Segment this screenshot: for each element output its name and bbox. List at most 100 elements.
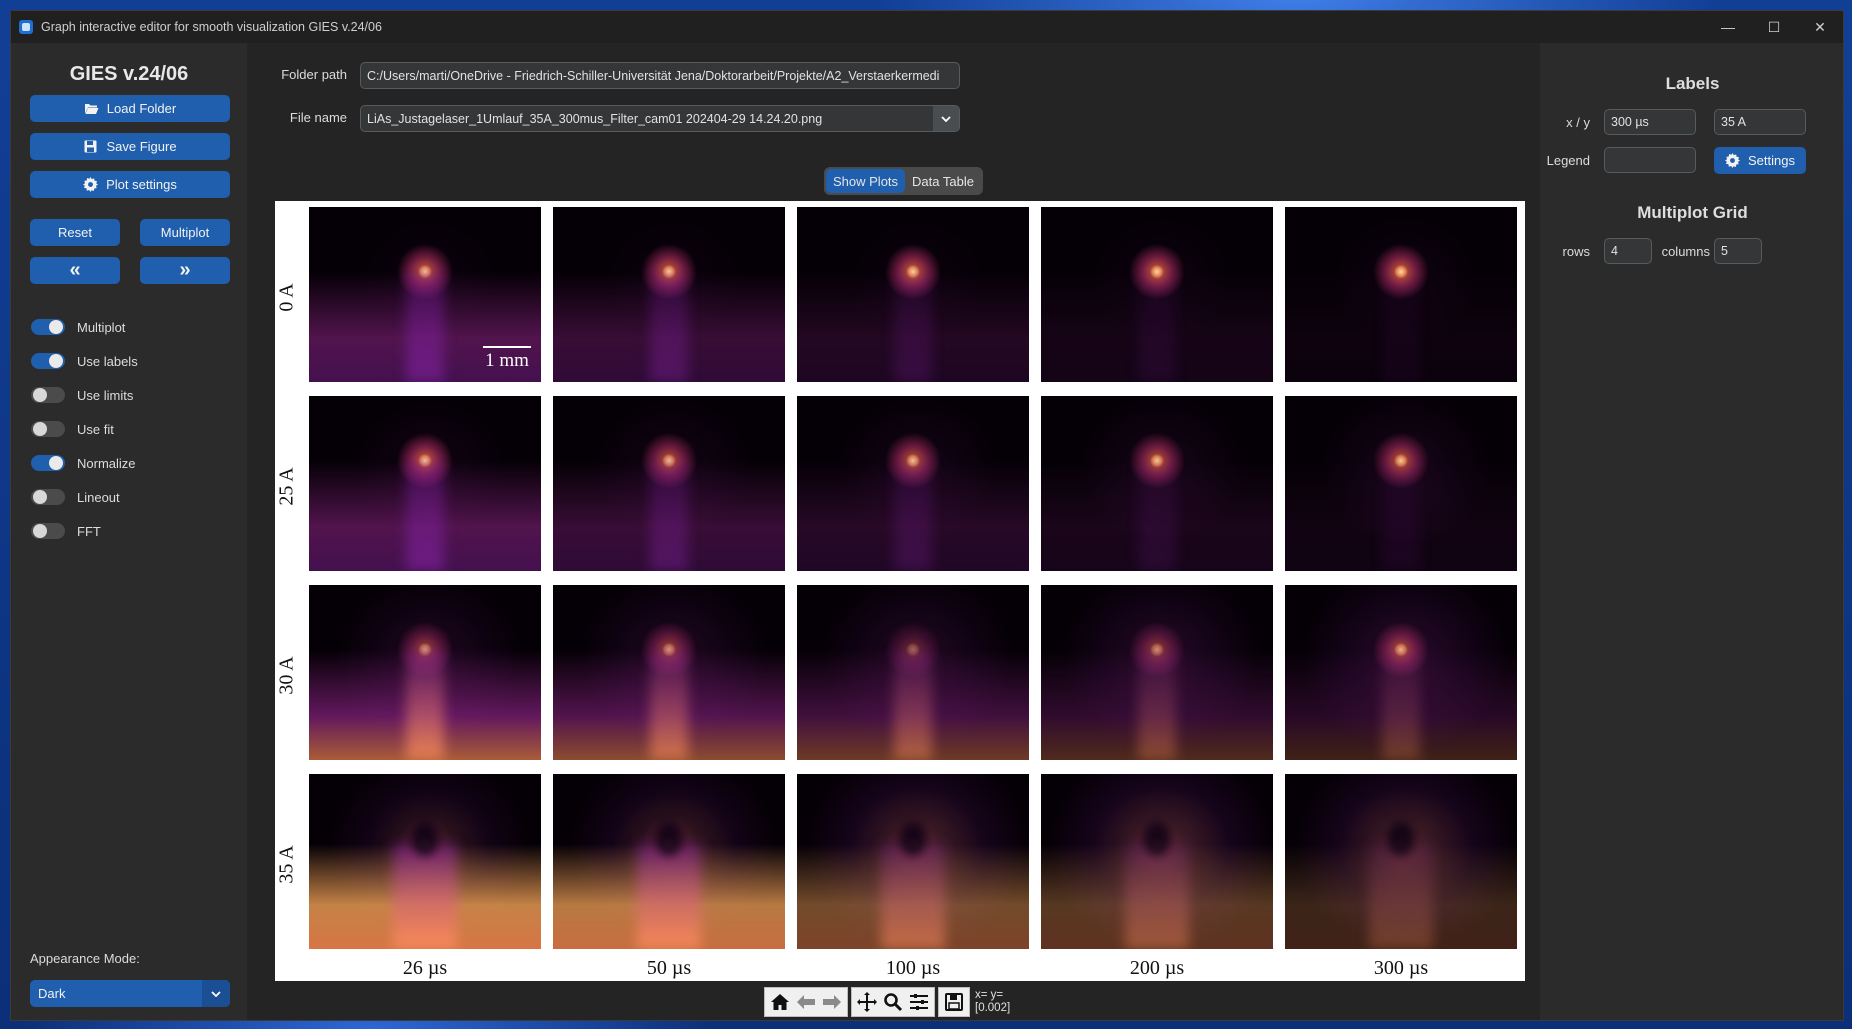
column-label: 100 µs [885, 957, 941, 979]
save-icon [83, 139, 98, 154]
appearance-mode-select[interactable]: Dark [30, 980, 230, 1007]
row-label-text: 0 A [275, 282, 298, 312]
gear-icon [1725, 153, 1740, 168]
multiplot-button[interactable]: Multiplot [140, 219, 230, 246]
x-label-input[interactable]: 300 µs [1604, 109, 1696, 135]
coords-line-2: [0.002] [975, 1002, 1011, 1014]
switch-lineout[interactable]: Lineout [31, 486, 120, 508]
next-button[interactable]: » [140, 257, 230, 284]
beam-dark-center [655, 821, 683, 857]
file-name-select[interactable]: LiAs_Justagelaser_1Umlauf_35A_300mus_Fil… [360, 105, 960, 132]
close-button[interactable]: ✕ [1814, 18, 1826, 35]
beam-profile-image [797, 396, 1029, 571]
beam-tail [650, 271, 688, 382]
switch-label: Use fit [77, 421, 114, 437]
toggle-knob [49, 456, 63, 470]
row-label: 30 A [275, 585, 299, 765]
tab-data-table[interactable]: Data Table [912, 173, 974, 189]
beam-tail [894, 271, 932, 382]
plot-toolbar: x= y= [0.002] [764, 987, 1010, 1017]
toggle-switch[interactable] [31, 523, 65, 539]
multiplot-grid-title: Multiplot Grid [1637, 203, 1748, 222]
beam-tail [1368, 844, 1434, 949]
columns-input[interactable]: 5 [1714, 238, 1762, 264]
next-label: » [179, 259, 191, 281]
home-icon[interactable] [767, 989, 793, 1015]
beam-profile-image [1041, 207, 1273, 382]
subplots-icon[interactable] [906, 989, 932, 1015]
window-title: Graph interactive editor for smooth visu… [41, 20, 382, 34]
switch-label: Multiplot [77, 319, 126, 335]
save-figure-button[interactable]: Save Figure [30, 133, 230, 160]
beam-profile-image [797, 585, 1029, 760]
column-label: 200 µs [1129, 957, 1185, 979]
sidebar: GIES v.24/06 Load Folder Save Figure Plo… [11, 43, 247, 1020]
toggle-knob [33, 524, 47, 538]
plot-settings-button[interactable]: Plot settings [30, 171, 230, 198]
toggle-switch[interactable] [31, 319, 65, 335]
app-icon [19, 20, 33, 34]
legend-label: Legend [1546, 153, 1590, 168]
multiplot-figure[interactable]: 0 A 1 mm 25 A 30 A 35 A 26 µs 50 µs 100 µs 200 µ… [275, 201, 1525, 981]
save-figure-icon[interactable] [941, 989, 967, 1015]
appearance-mode-value: Dark [38, 986, 66, 1001]
title-bar: Graph interactive editor for smooth visu… [11, 11, 1843, 43]
beam-tail [1124, 844, 1190, 949]
beam-profile-image [309, 585, 541, 760]
beam-profile-image [553, 396, 785, 571]
back-arrow-icon[interactable] [793, 989, 819, 1015]
beam-tail [1382, 460, 1420, 571]
row-label: 35 A [275, 774, 299, 954]
switch-fft[interactable]: FFT [31, 520, 101, 542]
minimize-button[interactable]: — [1721, 19, 1735, 35]
reset-label: Reset [58, 225, 92, 240]
switch-label: FFT [77, 523, 101, 539]
zoom-icon[interactable] [880, 989, 906, 1015]
toggle-switch[interactable] [31, 353, 65, 369]
chevron-down-icon[interactable] [933, 106, 959, 131]
folder-path-label: Folder path [281, 67, 347, 82]
settings-button[interactable]: Settings [1714, 147, 1806, 174]
beam-profile-image [1041, 774, 1273, 949]
load-folder-button[interactable]: Load Folder [30, 95, 230, 122]
beam-tail [1138, 649, 1176, 760]
toggle-switch[interactable] [31, 421, 65, 437]
beam-profile-image [1285, 396, 1517, 571]
switch-label: Use labels [77, 353, 138, 369]
legend-input[interactable] [1604, 147, 1696, 173]
reset-button[interactable]: Reset [30, 219, 120, 246]
previous-button[interactable]: « [30, 257, 120, 284]
switch-normalize[interactable]: Normalize [31, 452, 136, 474]
rows-label: rows [1562, 244, 1590, 259]
y-label-input[interactable]: 35 A [1714, 109, 1806, 135]
switch-label: Lineout [77, 489, 120, 505]
app-window: Graph interactive editor for smooth visu… [10, 10, 1844, 1021]
beam-tail [392, 844, 458, 949]
maximize-button[interactable]: ☐ [1767, 18, 1781, 35]
switch-use-limits[interactable]: Use limits [31, 384, 133, 406]
tab-show-plots[interactable]: Show Plots [826, 169, 906, 193]
row-label-text: 25 A [275, 466, 298, 506]
toggle-switch[interactable] [31, 387, 65, 403]
switch-label: Normalize [77, 455, 136, 471]
beam-profile-image [797, 207, 1029, 382]
beam-tail [1138, 271, 1176, 382]
row-label: 0 A [275, 207, 299, 387]
appearance-mode-label: Appearance Mode: [30, 951, 140, 966]
row-label-text: 35 A [275, 844, 298, 884]
beam-tail [1382, 271, 1420, 382]
plot-settings-label: Plot settings [106, 177, 177, 192]
switch-multiplot[interactable]: Multiplot [31, 316, 125, 338]
beam-profile-image [309, 396, 541, 571]
switch-use-fit[interactable]: Use fit [31, 418, 114, 440]
toggle-switch[interactable] [31, 489, 65, 505]
folder-path-input[interactable]: C:/Users/marti/OneDrive - Friedrich-Schi… [360, 62, 960, 89]
rows-input[interactable]: 4 [1604, 238, 1652, 264]
coords-line-1: x= y= [975, 989, 1004, 1001]
pan-icon[interactable] [854, 989, 880, 1015]
file-name-label: File name [289, 110, 347, 125]
toggle-switch[interactable] [31, 455, 65, 471]
switch-use-labels[interactable]: Use labels [31, 350, 138, 372]
forward-arrow-icon[interactable] [819, 989, 845, 1015]
beam-tail [406, 271, 444, 382]
